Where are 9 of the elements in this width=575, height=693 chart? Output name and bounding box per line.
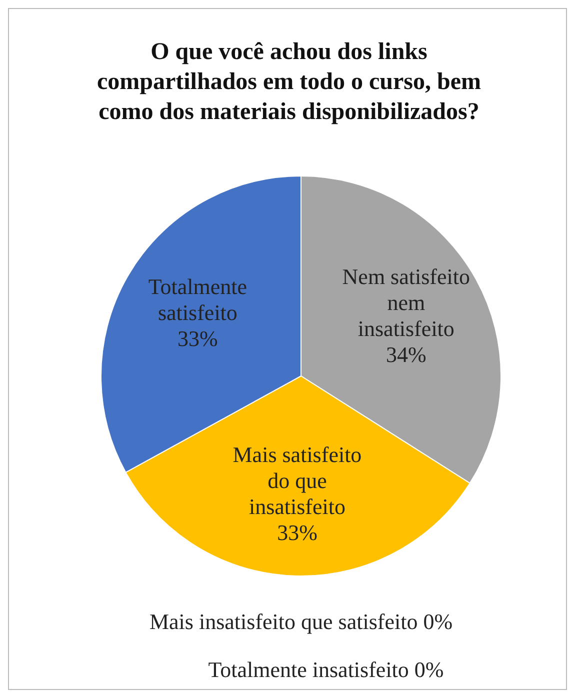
data-label: 33% <box>277 520 318 545</box>
slice-label: Nem satisfeito nem insatisfeito <box>342 264 470 342</box>
slice-label: Totalmente satisfeito <box>148 274 248 325</box>
category-label: Totalmente insatisfeito 0% <box>208 657 444 682</box>
data-label: 33% <box>178 326 218 351</box>
slice-label: Mais satisfeito do que insatisfeito <box>232 442 362 519</box>
data-label: 34% <box>386 342 426 368</box>
chart-title: O que você achou dos links compartilhados em todo o curso, bem como dos materiais disponibilizados? <box>96 38 482 127</box>
category-label: Mais insatisfeito que satisfeito 0% <box>149 609 453 634</box>
